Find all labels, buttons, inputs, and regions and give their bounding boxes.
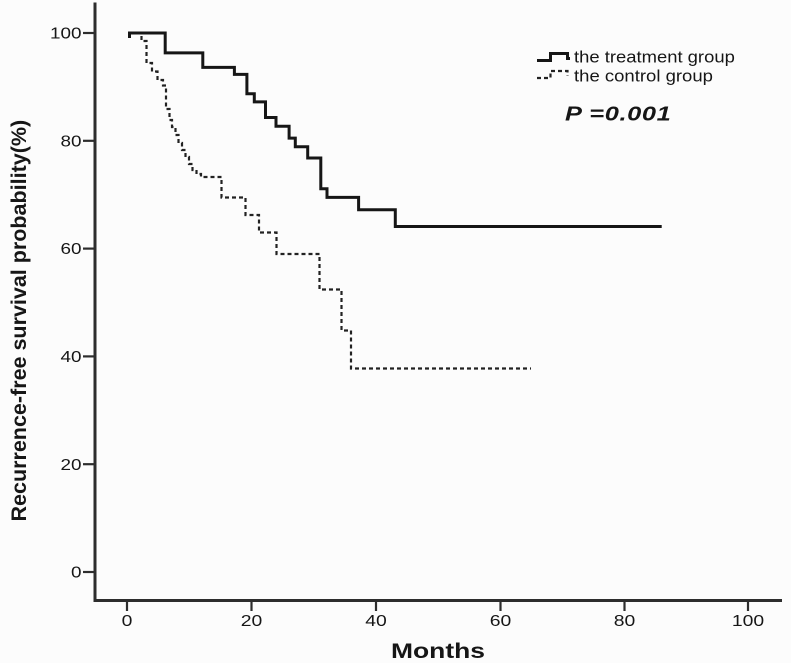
svg-text:P =0.001: P =0.001 <box>565 102 671 125</box>
svg-text:80: 80 <box>60 132 81 150</box>
svg-text:0: 0 <box>71 563 82 581</box>
svg-text:20: 20 <box>60 455 81 473</box>
svg-text:the treatment group: the treatment group <box>574 47 735 66</box>
svg-text:60: 60 <box>60 240 81 258</box>
svg-text:80: 80 <box>614 612 636 630</box>
svg-text:100: 100 <box>50 24 82 42</box>
svg-text:40: 40 <box>365 612 387 630</box>
svg-text:Months: Months <box>391 640 485 663</box>
svg-text:100: 100 <box>732 612 765 630</box>
svg-text:20: 20 <box>241 612 263 630</box>
svg-text:60: 60 <box>490 612 512 630</box>
svg-text:40: 40 <box>60 348 81 366</box>
svg-text:the control group: the control group <box>574 66 713 85</box>
svg-text:0: 0 <box>122 612 133 630</box>
svg-text:Recurrence-free survival proba: Recurrence-free survival probability(%) <box>7 120 31 522</box>
